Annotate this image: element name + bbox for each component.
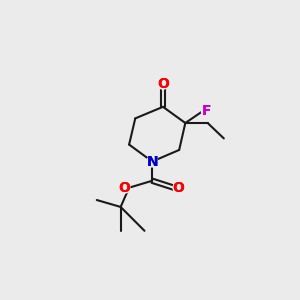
- Text: O: O: [172, 181, 184, 195]
- Text: O: O: [118, 181, 130, 195]
- Text: O: O: [118, 181, 130, 195]
- Circle shape: [119, 182, 130, 193]
- Text: F: F: [202, 104, 212, 118]
- Text: N: N: [146, 154, 158, 169]
- Text: O: O: [172, 181, 184, 195]
- Circle shape: [147, 156, 158, 167]
- Circle shape: [173, 182, 184, 193]
- Circle shape: [202, 106, 212, 117]
- Text: O: O: [157, 77, 169, 91]
- Text: O: O: [157, 77, 169, 91]
- Text: F: F: [202, 104, 212, 118]
- Circle shape: [158, 78, 168, 89]
- Text: N: N: [146, 154, 158, 169]
